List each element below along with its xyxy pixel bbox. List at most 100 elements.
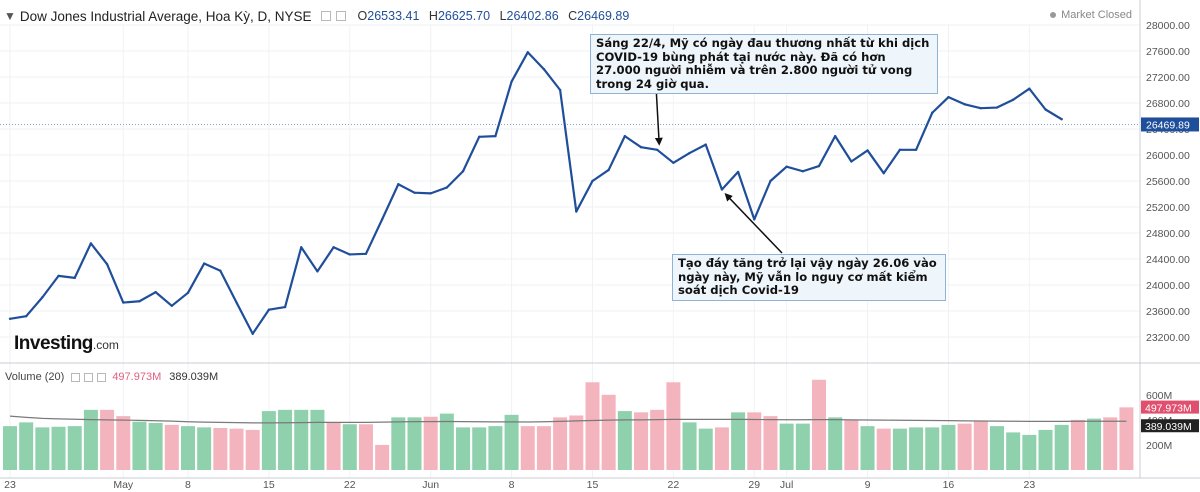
time-tick-label: 15	[587, 479, 599, 491]
market-status: Market Closed	[1050, 9, 1132, 21]
price-point	[882, 172, 885, 175]
price-point	[720, 188, 724, 191]
time-axis[interactable]: 23 May 8 15 22 Jun 8 15 22 29 Jul 9 16 23	[4, 479, 1035, 491]
investing-logo: Investing.com	[14, 333, 119, 355]
last-price-badge	[1141, 117, 1199, 132]
price-point	[235, 301, 238, 304]
volume-bar	[1022, 434, 1037, 470]
price-point	[656, 148, 659, 151]
pane-separators	[0, 0, 1200, 479]
volume-bar	[3, 426, 17, 470]
collapse-chevron-icon[interactable]: ▼	[4, 9, 16, 23]
volume-bar	[148, 423, 163, 470]
price-point	[866, 149, 869, 152]
volume-bar	[892, 428, 907, 470]
high-label: H	[428, 9, 438, 23]
price-point	[413, 191, 416, 194]
price-point	[542, 68, 546, 71]
volume-bar	[197, 427, 212, 470]
volume-ma-badge	[1141, 419, 1199, 433]
volume-bar	[941, 424, 956, 470]
close-label: C	[568, 9, 578, 23]
hide-toggle-icon[interactable]	[335, 11, 346, 21]
volume-bar	[504, 414, 519, 470]
price-point	[1060, 118, 1063, 121]
price-point	[1028, 87, 1031, 90]
volume-bar	[67, 426, 82, 470]
price-tick-label: 24800.00	[1146, 228, 1190, 240]
price-point	[753, 218, 756, 221]
price-point	[364, 252, 368, 255]
ohlc-readout: O26533.41 H26625.70 L26402.86 C26469.89	[352, 9, 630, 23]
volume-close-icon[interactable]	[97, 372, 107, 382]
price-tick-label: 25200.00	[1146, 202, 1190, 214]
volume-bar	[19, 422, 34, 470]
low-label: L	[499, 9, 507, 23]
price-point	[202, 262, 206, 265]
volume-bar	[472, 427, 487, 470]
volume-ma-badge-text: 389.039M	[1145, 421, 1192, 433]
price-point	[995, 106, 999, 109]
price-tick-label: 23600.00	[1146, 306, 1190, 318]
volume-bar	[132, 421, 147, 470]
volume-bar	[876, 428, 891, 470]
price-tick-label: 24400.00	[1146, 254, 1190, 266]
brand-name: Investing	[14, 333, 93, 354]
volume-bar	[1103, 417, 1118, 470]
time-tick-label: 16	[943, 479, 955, 491]
volume-label: Volume (20)	[5, 371, 65, 383]
volume-ma-layer	[9, 415, 1127, 424]
price-point	[898, 148, 902, 151]
time-tick-label: 15	[263, 479, 275, 491]
price-point	[931, 111, 934, 114]
volume-bar	[666, 382, 681, 470]
price-point	[170, 304, 173, 307]
price-point	[219, 269, 222, 272]
price-tick-label: 28000.00	[1146, 20, 1190, 32]
close-value: 26469.89	[577, 9, 630, 23]
time-tick-label: 9	[865, 479, 871, 491]
volume-bar	[731, 412, 746, 470]
price-point	[1011, 98, 1015, 101]
price-point	[397, 183, 400, 186]
chart-title: Dow Jones Industrial Average, Hoa Kỳ, D,…	[19, 8, 312, 24]
volume-bar	[714, 427, 729, 470]
time-tick-label: Jul	[780, 479, 793, 491]
volume-hide-icon[interactable]	[84, 372, 94, 382]
volume-bar	[860, 426, 875, 470]
price-point	[429, 192, 432, 195]
open-value: 26533.41	[367, 9, 420, 23]
price-point	[154, 290, 157, 294]
volume-bar	[278, 409, 293, 470]
volume-bar	[180, 426, 195, 470]
volume-bar	[795, 423, 810, 470]
price-point	[979, 107, 982, 110]
price-point	[8, 317, 12, 320]
annotation-arrows	[654, 85, 783, 254]
annotation-covid-peak: Sáng 22/4, Mỹ có ngày đau thương nhất từ…	[590, 34, 938, 94]
price-point	[607, 168, 610, 172]
grid-lines	[0, 24, 1140, 478]
volume-bar	[698, 428, 713, 470]
volume-header: Volume (20) 497.973M 389.039M	[5, 371, 218, 383]
volume-bar	[375, 444, 390, 470]
time-tick-label: 8	[185, 479, 191, 491]
brand-suffix: .com	[92, 338, 119, 352]
price-line-layer	[0, 51, 1140, 335]
volume-bar	[488, 426, 503, 470]
price-point	[591, 179, 594, 183]
volume-bar	[1054, 424, 1069, 470]
time-tick-label: 23	[1023, 479, 1035, 491]
volume-settings-icon[interactable]	[71, 372, 81, 382]
price-point	[817, 164, 821, 168]
volume-bar	[601, 394, 616, 470]
volume-value: 497.973M	[112, 371, 162, 383]
volume-bar	[391, 417, 406, 470]
settings-toggle-icon[interactable]	[320, 11, 331, 21]
price-axis[interactable]: 23200.00 23600.00 24000.00 24400.00 24800.00…	[1141, 20, 1199, 344]
volume-bar	[747, 412, 762, 470]
price-point	[947, 95, 950, 99]
price-point	[122, 301, 125, 304]
price-point	[558, 88, 562, 92]
price-series-line	[9, 51, 1063, 335]
